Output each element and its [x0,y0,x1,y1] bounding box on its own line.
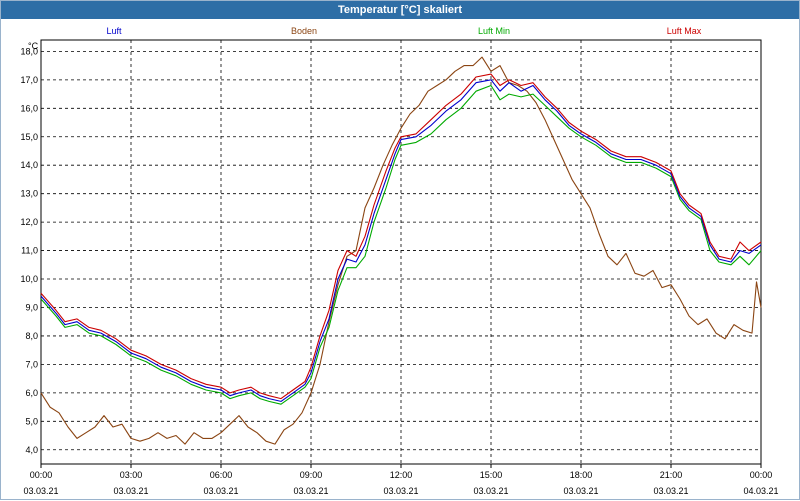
x-tick-time: 09:00 [300,470,323,480]
x-tick-date: 03.03.21 [563,486,598,496]
x-tick-time: 21:00 [660,470,683,480]
legend-luft-min: Luft Min [478,26,510,36]
legend-boden: Boden [291,26,317,36]
x-tick-time: 12:00 [390,470,413,480]
y-axis-label: °C [28,41,39,51]
x-tick-date: 03.03.21 [383,486,418,496]
legend-luft-max: Luft Max [667,26,702,36]
y-tick-label: 12,0 [20,217,38,227]
x-tick-time: 00:00 [750,470,773,480]
legend-luft: Luft [106,26,122,36]
series-line-luft-min [40,84,762,405]
x-tick-time: 03:00 [120,470,143,480]
y-tick-label: 8,0 [25,331,38,341]
x-tick-date: 03.03.21 [653,486,688,496]
series-line-boden [40,56,762,445]
y-tick-label: 17,0 [20,75,38,85]
x-tick-date: 04.03.21 [743,486,778,496]
y-tick-label: 6,0 [25,388,38,398]
series-line-luft-max [40,73,762,400]
series-line-luft [40,79,762,402]
y-tick-label: 11,0 [21,246,38,256]
x-tick-time: 06:00 [210,470,233,480]
x-tick-date: 03.03.21 [473,486,508,496]
y-tick-label: 16,0 [20,103,38,113]
x-tick-date: 03.03.21 [203,486,238,496]
x-tick-time: 18:00 [570,470,593,480]
y-tick-label: 7,0 [25,359,38,369]
y-tick-label: 4,0 [25,445,38,455]
y-tick-label: 5,0 [25,416,38,426]
y-tick-label: 18,0 [20,46,38,56]
y-tick-label: 13,0 [20,189,38,199]
x-tick-time: 00:00 [30,470,53,480]
y-tick-label: 10,0 [20,274,38,284]
y-tick-label: 15,0 [20,132,38,142]
x-tick-time: 15:00 [480,470,503,480]
x-tick-date: 03.03.21 [23,486,58,496]
window-title: Temperatur [°C] skaliert [1,1,799,19]
x-tick-date: 03.03.21 [113,486,148,496]
y-tick-label: 9,0 [25,302,38,312]
y-tick-label: 14,0 [20,160,38,170]
x-tick-date: 03.03.21 [293,486,328,496]
